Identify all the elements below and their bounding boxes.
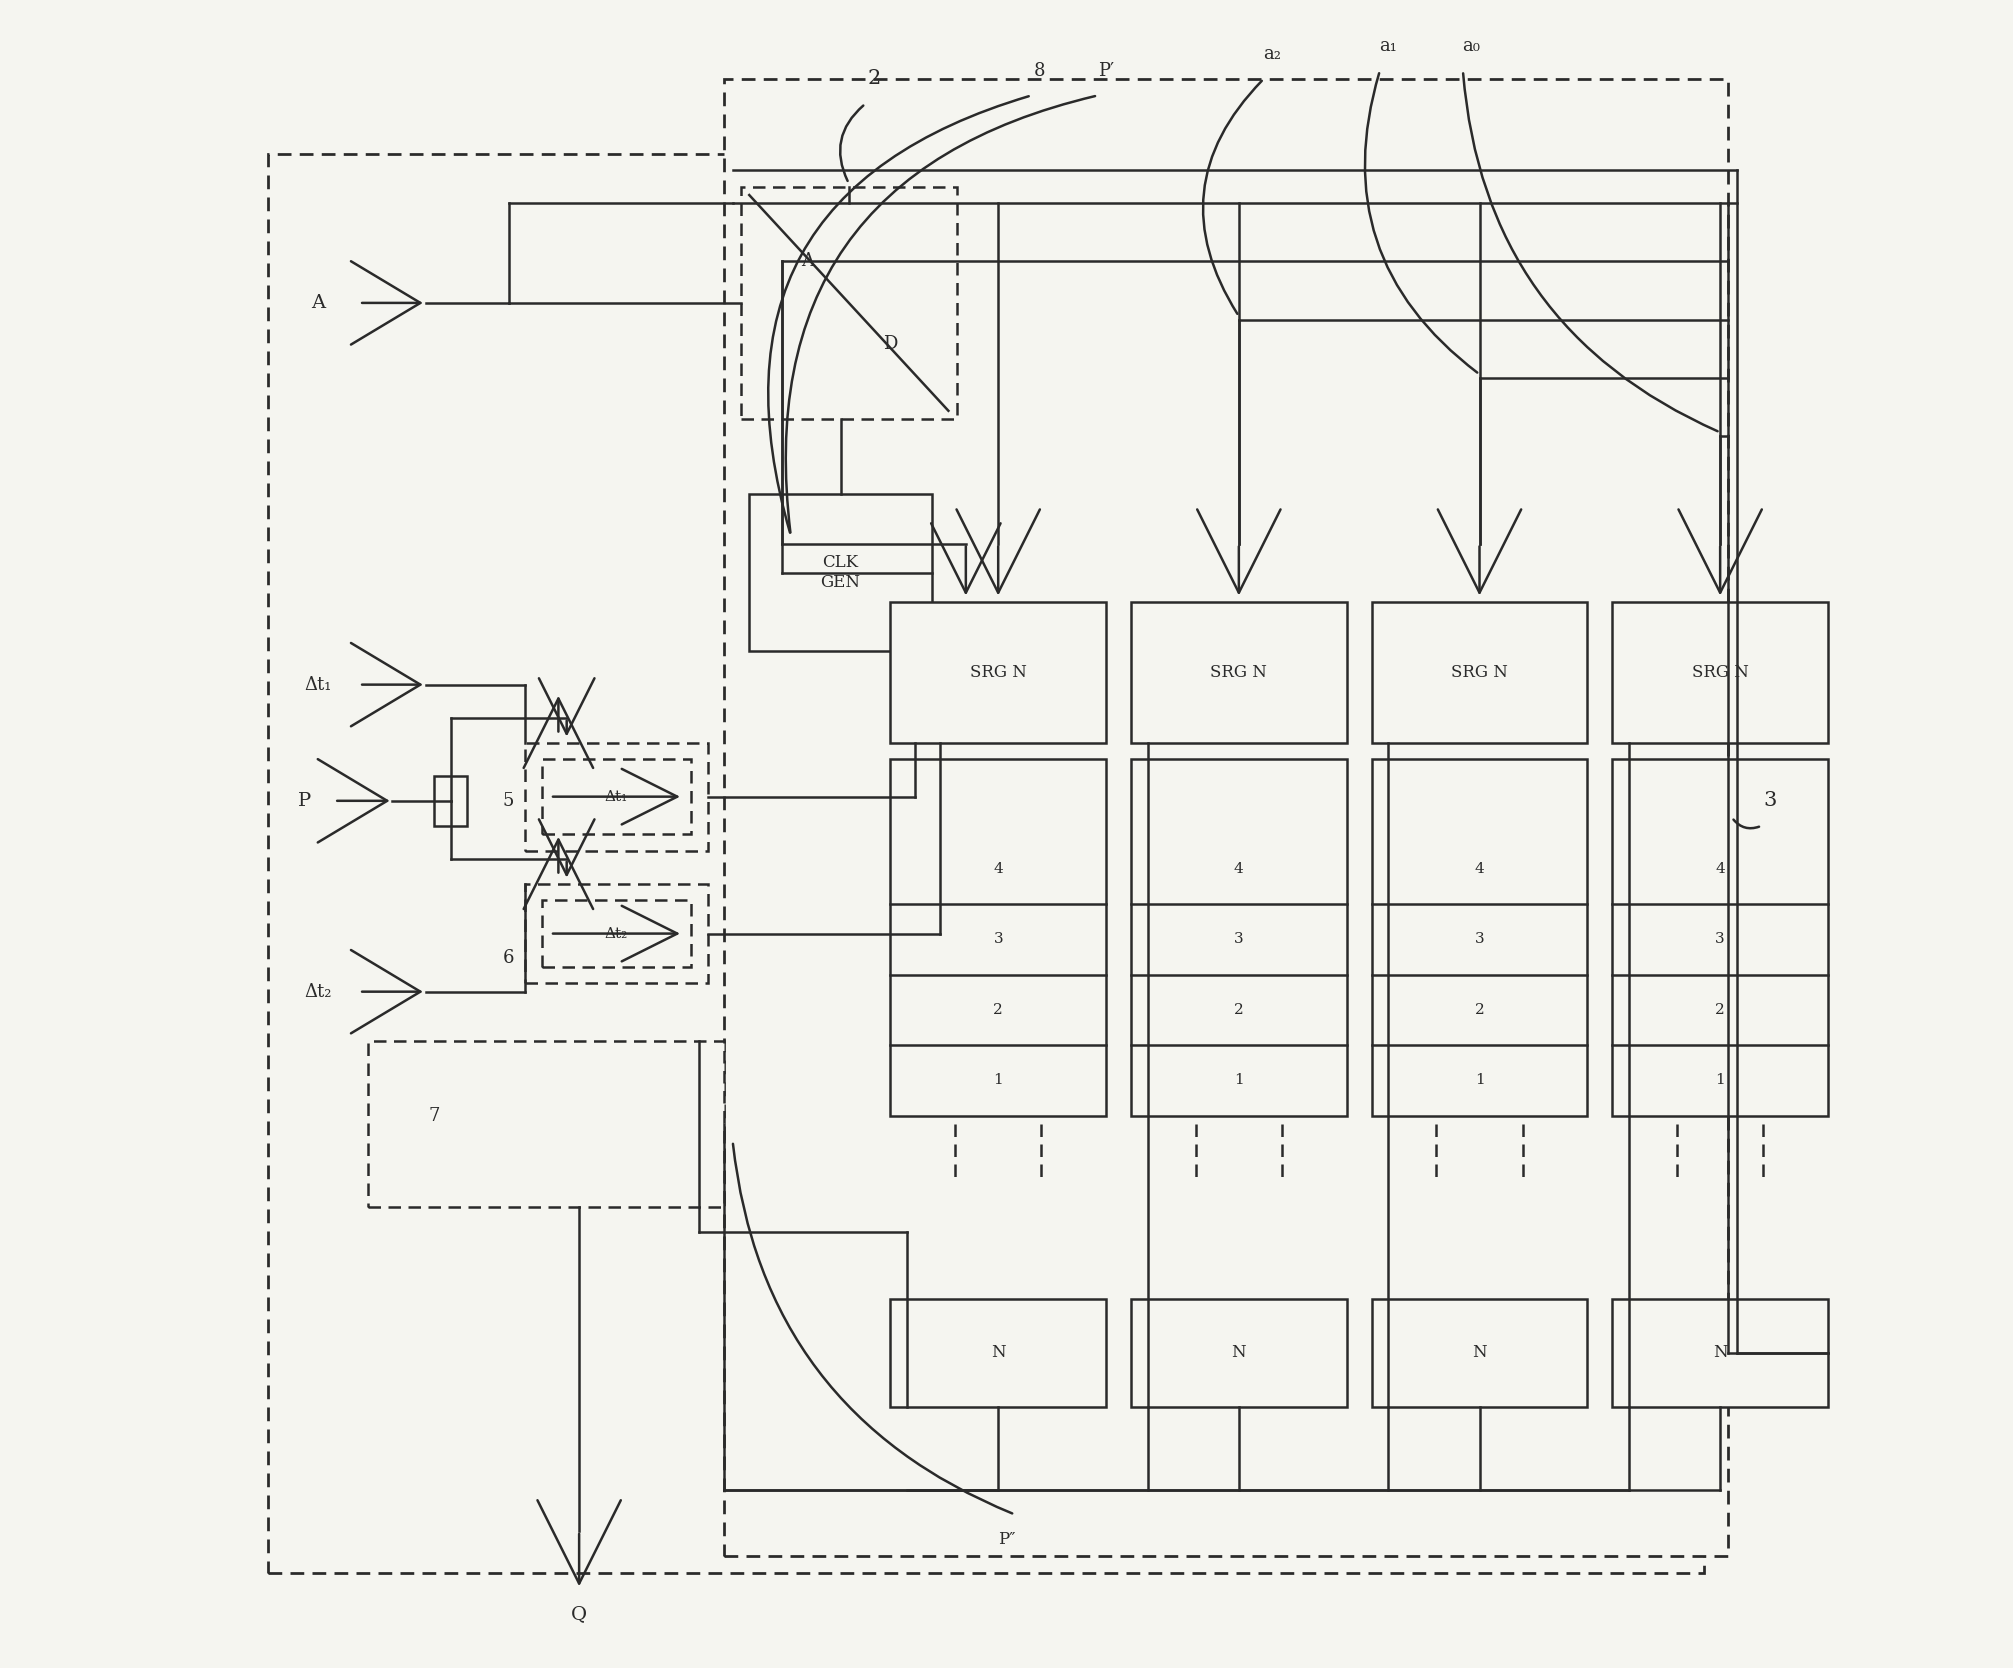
Text: SRG N: SRG N <box>1210 664 1268 681</box>
Bar <box>725 78 1729 1556</box>
Text: 2: 2 <box>868 70 880 88</box>
Text: 4: 4 <box>1234 862 1244 876</box>
Text: D: D <box>884 335 898 354</box>
Text: 2: 2 <box>992 1002 1002 1017</box>
Text: SRG N: SRG N <box>1451 664 1508 681</box>
Text: 3: 3 <box>1476 932 1484 946</box>
Text: 1: 1 <box>1715 1074 1725 1088</box>
Text: 1: 1 <box>1234 1074 1244 1088</box>
Text: 1: 1 <box>1476 1074 1484 1088</box>
Text: 5: 5 <box>503 792 513 809</box>
Text: a₀: a₀ <box>1461 37 1480 55</box>
Bar <box>1131 1299 1347 1406</box>
Bar <box>368 1041 725 1208</box>
Text: P″: P″ <box>998 1531 1015 1548</box>
Text: a₂: a₂ <box>1262 45 1280 63</box>
Text: 2: 2 <box>1234 1002 1244 1017</box>
Bar <box>1371 602 1588 742</box>
Text: A: A <box>801 252 813 270</box>
Bar <box>525 742 709 851</box>
Text: 2: 2 <box>1715 1002 1725 1017</box>
Text: CLK
GEN: CLK GEN <box>821 554 860 590</box>
Bar <box>541 901 690 967</box>
Text: 4: 4 <box>1476 862 1484 876</box>
Text: 3: 3 <box>1763 791 1777 811</box>
Bar <box>435 776 467 826</box>
Bar <box>268 153 1703 1573</box>
Text: a₁: a₁ <box>1379 37 1397 55</box>
Bar <box>890 602 1105 742</box>
Bar <box>1612 759 1828 1116</box>
Text: 1: 1 <box>992 1074 1002 1088</box>
Text: 3: 3 <box>1234 932 1244 946</box>
Text: 4: 4 <box>1715 862 1725 876</box>
Text: P′: P′ <box>1097 62 1113 80</box>
Bar <box>525 884 709 984</box>
Bar <box>890 1299 1105 1406</box>
Bar <box>1131 759 1347 1116</box>
Text: 6: 6 <box>503 949 515 967</box>
Text: SRG N: SRG N <box>1691 664 1749 681</box>
Text: 3: 3 <box>992 932 1002 946</box>
Text: Q: Q <box>572 1605 588 1623</box>
Text: P: P <box>298 792 312 809</box>
Bar <box>1371 1299 1588 1406</box>
Bar <box>749 494 932 652</box>
Text: 7: 7 <box>429 1108 439 1126</box>
Text: N: N <box>990 1344 1006 1361</box>
Text: A: A <box>310 294 324 312</box>
Bar <box>741 187 956 419</box>
Text: Δt₂: Δt₂ <box>304 982 332 1001</box>
Bar <box>890 759 1105 1116</box>
Bar <box>1612 602 1828 742</box>
Text: 8: 8 <box>1035 62 1045 80</box>
Bar <box>1371 759 1588 1116</box>
Text: Δt₂: Δt₂ <box>604 927 628 941</box>
Bar <box>1612 1299 1828 1406</box>
Text: 3: 3 <box>1715 932 1725 946</box>
Text: Δt₁: Δt₁ <box>604 789 628 804</box>
Text: 2: 2 <box>1476 1002 1484 1017</box>
Text: 4: 4 <box>992 862 1002 876</box>
Text: N: N <box>1472 1344 1488 1361</box>
Text: SRG N: SRG N <box>970 664 1027 681</box>
Text: N: N <box>1713 1344 1727 1361</box>
Text: N: N <box>1232 1344 1246 1361</box>
Bar <box>1131 602 1347 742</box>
Bar <box>541 759 690 834</box>
Text: Δt₁: Δt₁ <box>304 676 332 694</box>
